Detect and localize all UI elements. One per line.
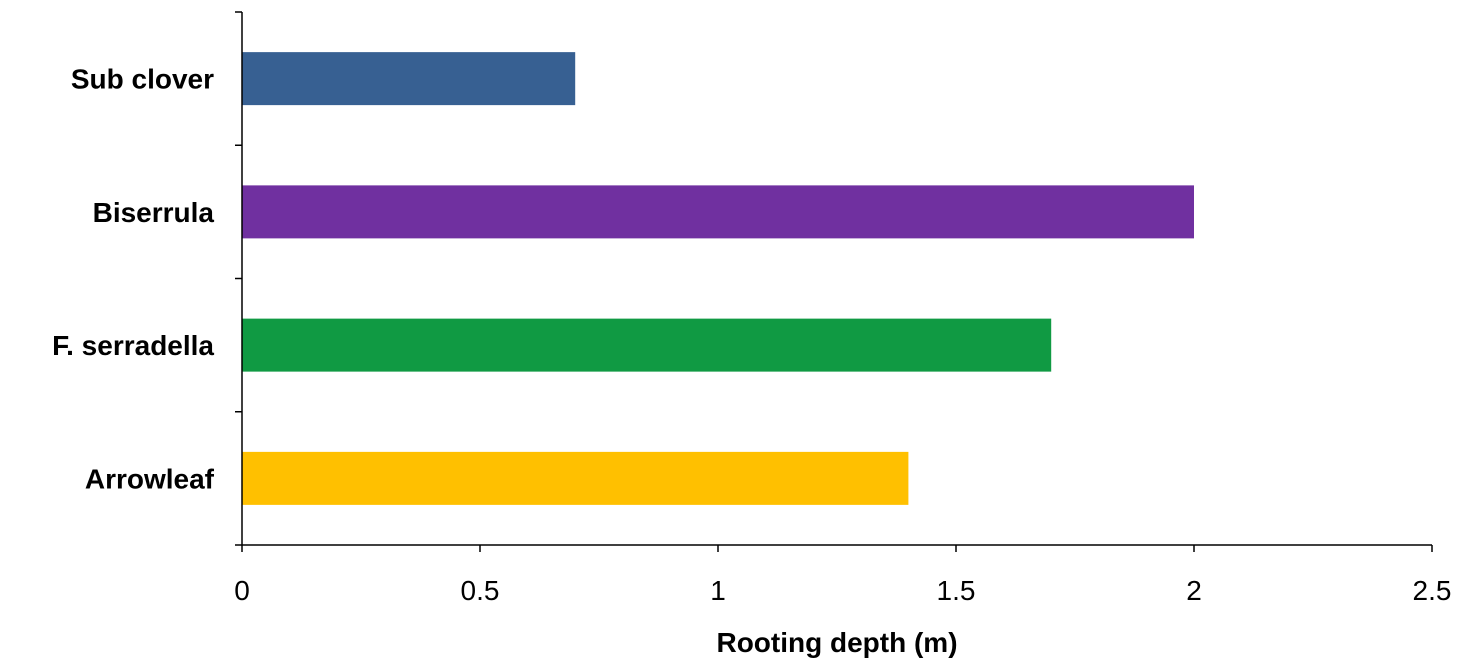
x-tick-label: 2.5 bbox=[1413, 575, 1452, 606]
bar-f-serradella bbox=[242, 318, 1052, 372]
x-axis-title: Rooting depth (m) bbox=[716, 627, 957, 658]
category-label: F. serradella bbox=[52, 330, 214, 361]
x-tick-label: 1 bbox=[710, 575, 726, 606]
bar-arrowleaf bbox=[242, 451, 909, 505]
x-tick-label: 2 bbox=[1186, 575, 1202, 606]
category-label: Arrowleaf bbox=[85, 463, 215, 494]
x-tick-label: 0.5 bbox=[461, 575, 500, 606]
bar-biserrula bbox=[242, 185, 1194, 239]
bars-layer bbox=[242, 52, 1194, 505]
x-tick-label: 0 bbox=[234, 575, 250, 606]
category-label: Sub clover bbox=[71, 64, 214, 95]
labels-layer: Sub clover Biserrula F. serradella Arrowlea… bbox=[52, 64, 1451, 606]
category-label: Biserrula bbox=[93, 197, 215, 228]
x-tick-label: 1.5 bbox=[937, 575, 976, 606]
bar-sub-clover bbox=[242, 52, 576, 106]
ticks-layer bbox=[235, 11, 1433, 552]
